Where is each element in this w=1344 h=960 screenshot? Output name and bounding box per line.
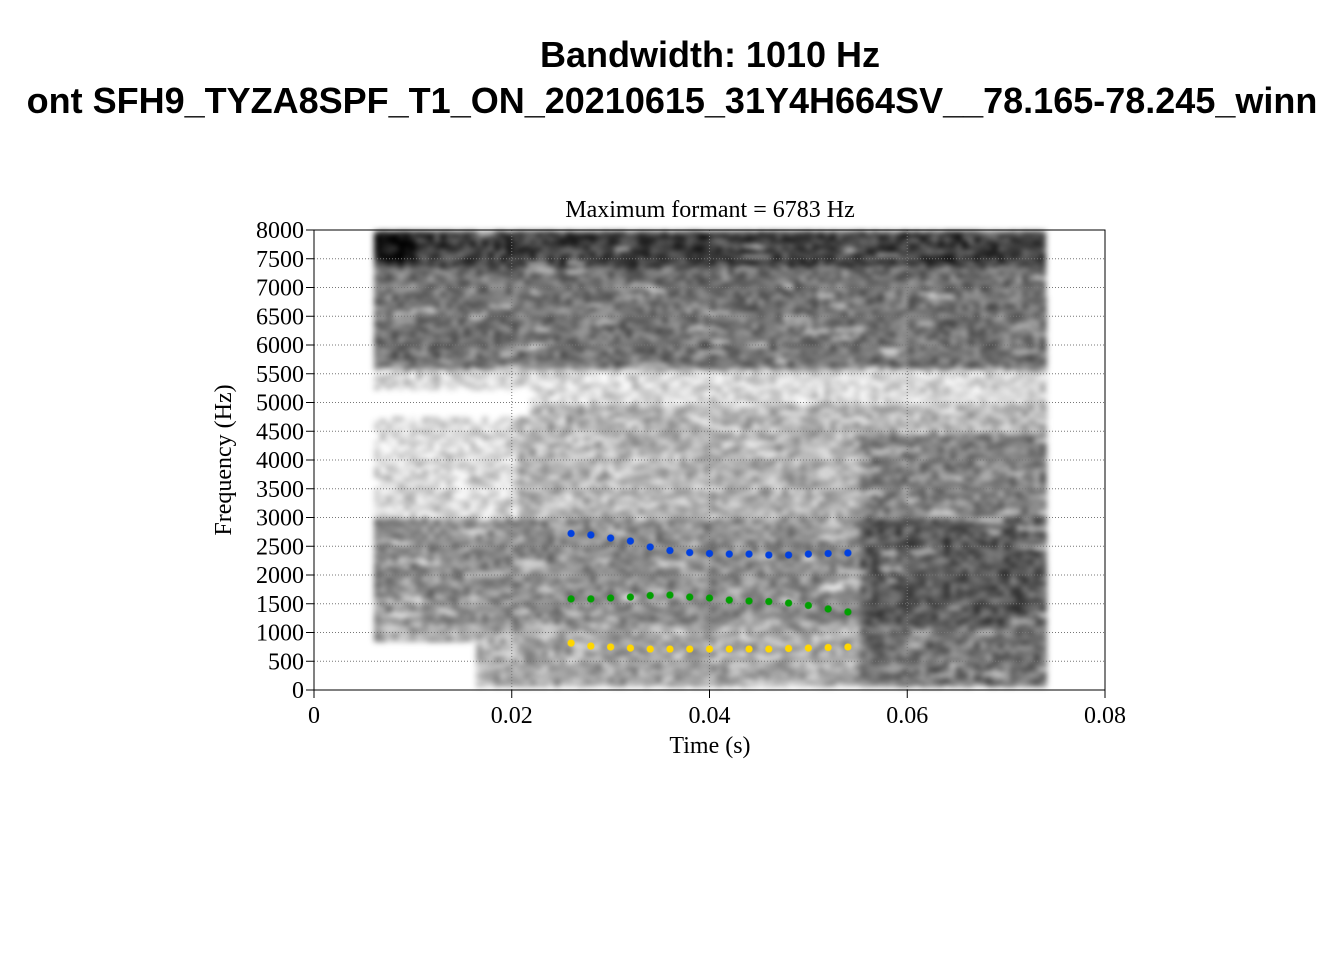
formant-point-f3 <box>626 537 635 545</box>
formant-point-f2 <box>765 597 773 606</box>
y-tick-label: 3000 <box>256 506 304 532</box>
y-tick-label: 1000 <box>256 621 304 647</box>
formant-point-f2 <box>804 601 813 610</box>
formant-point-f3 <box>685 548 694 557</box>
formant-point-f1 <box>666 645 674 653</box>
formant-point-f1 <box>626 644 635 652</box>
spectrogram <box>374 231 1047 687</box>
formant-point-f1 <box>685 645 694 653</box>
formant-point-f3 <box>705 549 714 558</box>
formant-point-f2 <box>587 595 595 603</box>
formant-point-f3 <box>606 534 615 542</box>
y-tick-label: 0 <box>292 678 304 704</box>
formant-point-f1 <box>646 645 654 653</box>
formant-point-f3 <box>745 550 753 558</box>
y-tick-label: 1500 <box>256 592 304 618</box>
y-tick-label: 7000 <box>256 276 304 302</box>
y-tick-label: 6000 <box>256 333 304 359</box>
x-tick-label: 0.04 <box>689 703 731 729</box>
y-axis-label: Frequency (Hz) <box>211 384 237 535</box>
x-tick-label: 0.08 <box>1084 703 1126 729</box>
formant-point-f1 <box>844 643 852 651</box>
formant-points <box>567 529 852 653</box>
y-tick-label: 2500 <box>256 534 304 560</box>
formant-point-f1 <box>804 644 813 652</box>
formant-point-f2 <box>705 594 714 602</box>
chart-title-filename: ont SFH9_TYZA8SPF_T1_ON_20210615_31Y4H66… <box>26 80 1318 121</box>
formant-point-f3 <box>844 549 852 557</box>
formant-point-f2 <box>745 597 753 605</box>
x-axis-label: Time (s) <box>669 733 750 759</box>
y-tick-label: 6500 <box>256 304 304 330</box>
gridlines <box>314 230 1105 690</box>
formant-point-f1 <box>567 639 575 647</box>
formant-point-f3 <box>567 529 575 538</box>
y-tick-label: 8000 <box>256 218 304 244</box>
axis-ticks: 0500100015002000250030003500400045005000… <box>256 218 1126 729</box>
formant-point-f1 <box>765 645 773 653</box>
formant-point-f3 <box>765 551 773 559</box>
y-tick-label: 5500 <box>256 362 304 388</box>
plot-title: Maximum formant = 6783 Hz <box>565 197 855 223</box>
y-tick-label: 3500 <box>256 477 304 503</box>
formant-point-f2 <box>784 599 793 607</box>
formant-point-f3 <box>784 551 793 559</box>
formant-point-f1 <box>824 643 832 652</box>
formant-point-f2 <box>685 593 694 601</box>
y-tick-label: 4000 <box>256 448 304 474</box>
formant-point-f2 <box>666 591 674 599</box>
formant-point-f3 <box>646 543 654 551</box>
formant-point-f1 <box>784 644 793 653</box>
formant-point-f2 <box>844 608 852 616</box>
formant-point-f3 <box>666 546 674 555</box>
x-tick-label: 0 <box>308 703 320 729</box>
y-tick-label: 500 <box>268 649 304 675</box>
formant-point-f1 <box>606 643 615 651</box>
formant-point-f1 <box>587 642 595 650</box>
chart-title-bandwidth: Bandwidth: 1010 Hz <box>539 34 881 75</box>
formant-point-f3 <box>725 550 734 558</box>
formant-point-f2 <box>824 605 832 613</box>
y-tick-label: 2000 <box>256 563 304 589</box>
formant-point-f1 <box>745 645 753 653</box>
x-tick-label: 0.02 <box>491 703 533 729</box>
formant-point-f3 <box>824 549 832 558</box>
formant-point-f2 <box>606 594 615 602</box>
formant-point-f3 <box>587 531 595 539</box>
formant-point-f2 <box>567 595 575 603</box>
formant-point-f2 <box>725 596 734 604</box>
y-tick-label: 7500 <box>256 247 304 273</box>
formant-point-f3 <box>804 550 813 558</box>
x-tick-label: 0.06 <box>886 703 928 729</box>
formant-point-f1 <box>725 645 734 653</box>
formant-point-f2 <box>646 591 654 600</box>
formant-point-f2 <box>626 593 635 601</box>
y-tick-label: 4500 <box>256 419 304 445</box>
formant-point-f1 <box>705 645 714 653</box>
y-tick-label: 5000 <box>256 391 304 417</box>
